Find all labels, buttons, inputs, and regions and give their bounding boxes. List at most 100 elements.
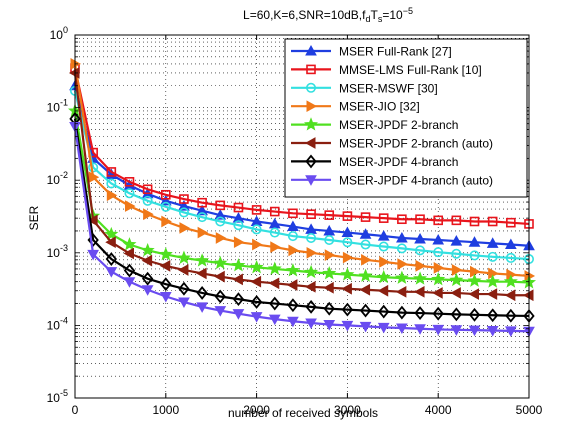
- series-8: [69, 121, 535, 338]
- x-axis-label: number of received symbols: [228, 406, 378, 420]
- marker-diamond: [105, 252, 117, 266]
- series-7: [69, 111, 535, 323]
- marker-circle: [215, 216, 226, 227]
- marker-square: [306, 209, 316, 220]
- marker-star: [431, 272, 446, 286]
- marker-triangle-left: [486, 288, 498, 300]
- marker-triangle-down: [359, 321, 372, 333]
- marker-diamond: [396, 305, 408, 320]
- marker-triangle-left: [105, 236, 116, 249]
- marker-circle: [178, 207, 189, 218]
- marker-diamond: [468, 307, 481, 322]
- x-tick-label: 2000: [243, 403, 270, 417]
- marker-triangle-right: [197, 226, 209, 239]
- legend-label: MSER Full-Rank [27]: [339, 45, 452, 59]
- marker-square: [451, 215, 462, 226]
- marker-triangle-right: [433, 262, 445, 274]
- marker-triangle-down: [450, 325, 463, 336]
- marker-triangle-left: [286, 279, 298, 291]
- plot-frame: [74, 34, 530, 399]
- marker-circle: [142, 195, 153, 206]
- marker-diamond: [487, 308, 499, 323]
- marker-triangle-left: [196, 267, 207, 280]
- marker-triangle-left: [395, 285, 407, 298]
- marker-triangle-down: [123, 277, 136, 288]
- marker-triangle-down: [396, 323, 408, 335]
- legend-label: MSER-JIO [32]: [339, 100, 420, 114]
- marker-triangle-up: [178, 200, 190, 211]
- series-1: [69, 79, 535, 251]
- marker-triangle-up: [214, 209, 227, 220]
- marker-diamond: [378, 304, 390, 319]
- marker-square: [124, 177, 135, 187]
- marker-diamond: [305, 299, 317, 314]
- marker-square: [342, 211, 353, 221]
- legend-label: MSER-JPDF 4-branch (auto): [339, 173, 493, 187]
- marker-star: [358, 268, 373, 282]
- marker-circle: [505, 252, 516, 263]
- marker-star: [304, 264, 319, 279]
- marker-triangle-right: [161, 215, 172, 228]
- marker-triangle-right: [306, 100, 318, 113]
- marker-triangle-left: [377, 284, 389, 297]
- marker-circle: [324, 235, 335, 246]
- marker-triangle-up: [432, 233, 445, 245]
- marker-diamond: [196, 286, 208, 300]
- x-tick-label: 1000: [152, 403, 179, 417]
- marker-circle: [451, 248, 462, 259]
- marker-triangle-left: [304, 137, 316, 149]
- marker-triangle-up: [232, 212, 245, 223]
- marker-circle: [287, 231, 298, 242]
- y-tick-label: 10-1: [47, 98, 68, 115]
- marker-triangle-left: [305, 280, 316, 293]
- x-tick-label: 0: [72, 403, 79, 417]
- marker-square: [251, 205, 262, 215]
- marker-triangle-right: [143, 208, 154, 221]
- marker-star: [303, 117, 319, 131]
- marker-star: [285, 263, 300, 277]
- marker-triangle-down: [232, 309, 245, 320]
- marker-triangle-left: [177, 264, 189, 276]
- marker-circle: [487, 251, 498, 262]
- marker-square: [269, 206, 280, 217]
- marker-triangle-up: [486, 237, 499, 248]
- series-6: [68, 67, 534, 302]
- marker-diamond: [287, 298, 299, 313]
- marker-star: [340, 267, 355, 281]
- marker-triangle-right: [233, 236, 245, 249]
- marker-triangle-right: [270, 241, 281, 253]
- marker-diamond: [305, 154, 317, 169]
- marker-triangle-right: [215, 232, 227, 244]
- legend-label: MSER-MSWF [30]: [339, 81, 438, 95]
- y-tick-label: 10-4: [47, 315, 68, 332]
- marker-triangle-down: [432, 324, 445, 336]
- marker-triangle-left: [432, 287, 443, 299]
- x-tick-label: 5000: [516, 403, 543, 417]
- marker-triangle-down: [141, 285, 154, 296]
- marker-triangle-left: [323, 281, 334, 294]
- marker-diamond: [323, 301, 335, 316]
- marker-triangle-down: [486, 326, 499, 337]
- legend-item: MSER-JIO [32]: [291, 100, 420, 114]
- marker-diamond: [359, 303, 372, 318]
- marker-circle: [269, 227, 280, 238]
- marker-star: [267, 261, 282, 275]
- marker-diamond: [123, 263, 136, 278]
- marker-circle: [124, 188, 135, 199]
- marker-circle: [469, 250, 480, 261]
- chart-title: L=60,K=6,SNR=10dB,fdTs=10−5: [243, 6, 413, 24]
- series-2: [70, 63, 534, 229]
- marker-diamond: [214, 289, 226, 304]
- marker-star: [195, 253, 210, 267]
- marker-triangle-left: [250, 275, 262, 288]
- marker-diamond: [505, 308, 517, 323]
- marker-circle: [342, 237, 353, 248]
- marker-triangle-down: [159, 292, 172, 303]
- marker-triangle-left: [87, 214, 98, 227]
- marker-diamond: [414, 306, 426, 320]
- marker-star: [413, 271, 428, 285]
- marker-triangle-right: [415, 260, 427, 272]
- marker-diamond: [450, 307, 463, 322]
- marker-diamond: [432, 306, 444, 321]
- marker-triangle-left: [232, 273, 243, 286]
